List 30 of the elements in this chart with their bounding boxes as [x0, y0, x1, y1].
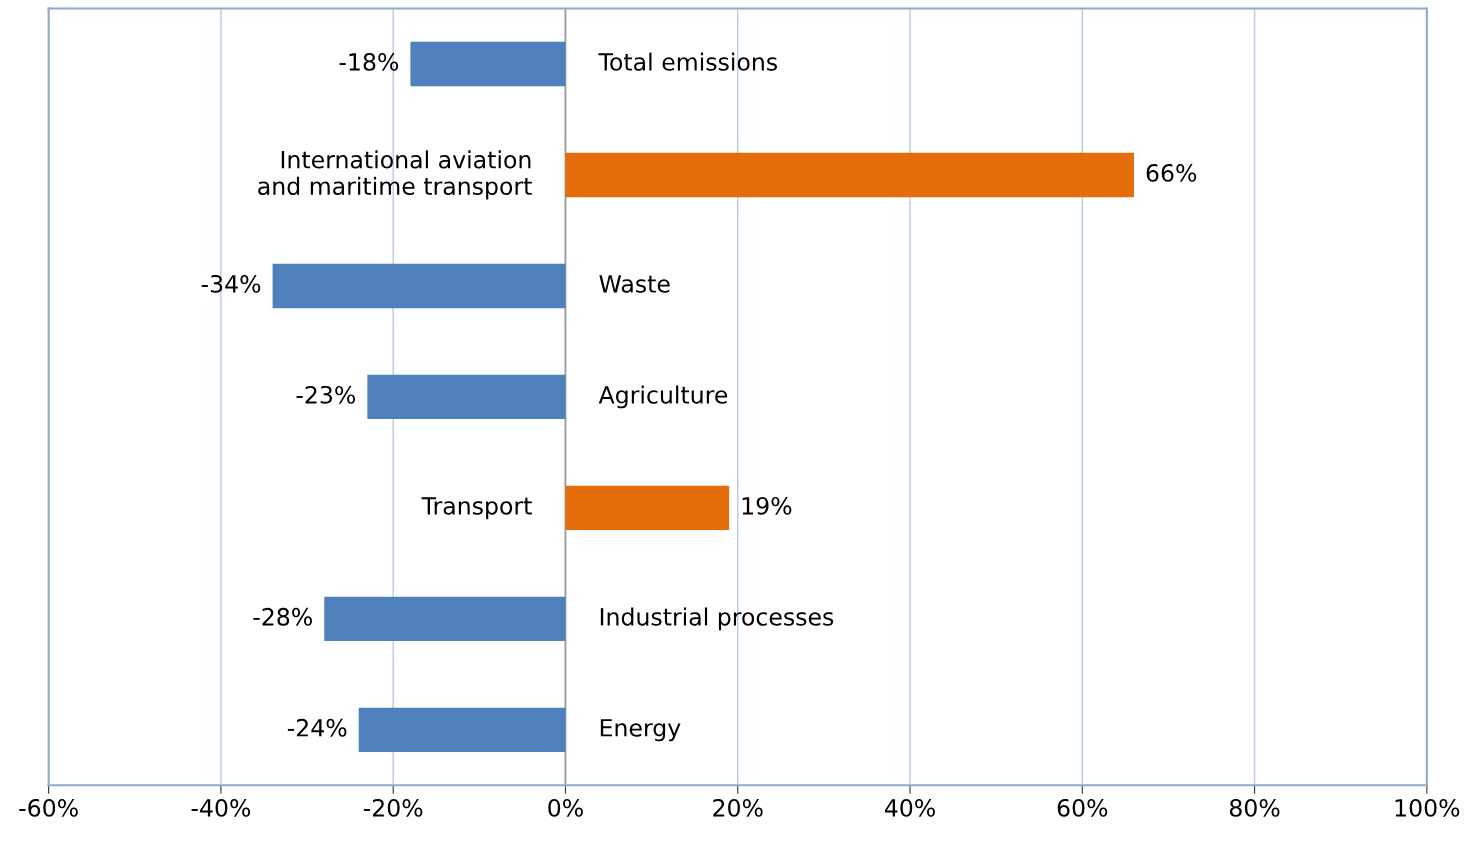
data-label: -34%	[201, 274, 261, 293]
data-label: 66%	[1146, 163, 1197, 182]
data-label: -28%	[253, 607, 312, 626]
x-tick-label: 80%	[1229, 798, 1280, 817]
bar	[410, 41, 566, 87]
y-tick-label: International aviation and maritime transport	[258, 150, 532, 200]
x-tick-label: 100%	[1395, 798, 1460, 817]
x-tick-label: 40%	[884, 798, 935, 817]
y-tick-label: Industrial processes	[600, 607, 834, 631]
data-label: -23%	[296, 385, 356, 404]
bar	[358, 707, 566, 753]
data-label: 19%	[742, 496, 792, 515]
bar	[367, 374, 566, 420]
y-tick-label: Agriculture	[598, 385, 728, 409]
bar	[565, 485, 730, 531]
x-tick-label: -60%	[19, 798, 78, 817]
x-tick-label: 20%	[713, 798, 763, 817]
y-tick-label: Transport	[421, 497, 532, 520]
y-tick-label: Energy	[600, 719, 681, 742]
y-tick-label: Total emissions	[598, 52, 777, 71]
data-label: -18%	[339, 52, 399, 71]
data-label: -24%	[287, 718, 347, 737]
y-tick-label: Waste	[599, 275, 670, 293]
x-tick-label: 0%	[548, 798, 583, 817]
x-tick-label: -40%	[191, 798, 251, 817]
bar	[272, 263, 566, 309]
x-tick-label: -20%	[363, 798, 423, 817]
bar	[565, 152, 1134, 198]
x-tick-label: 60%	[1057, 798, 1108, 817]
bar	[324, 596, 566, 642]
